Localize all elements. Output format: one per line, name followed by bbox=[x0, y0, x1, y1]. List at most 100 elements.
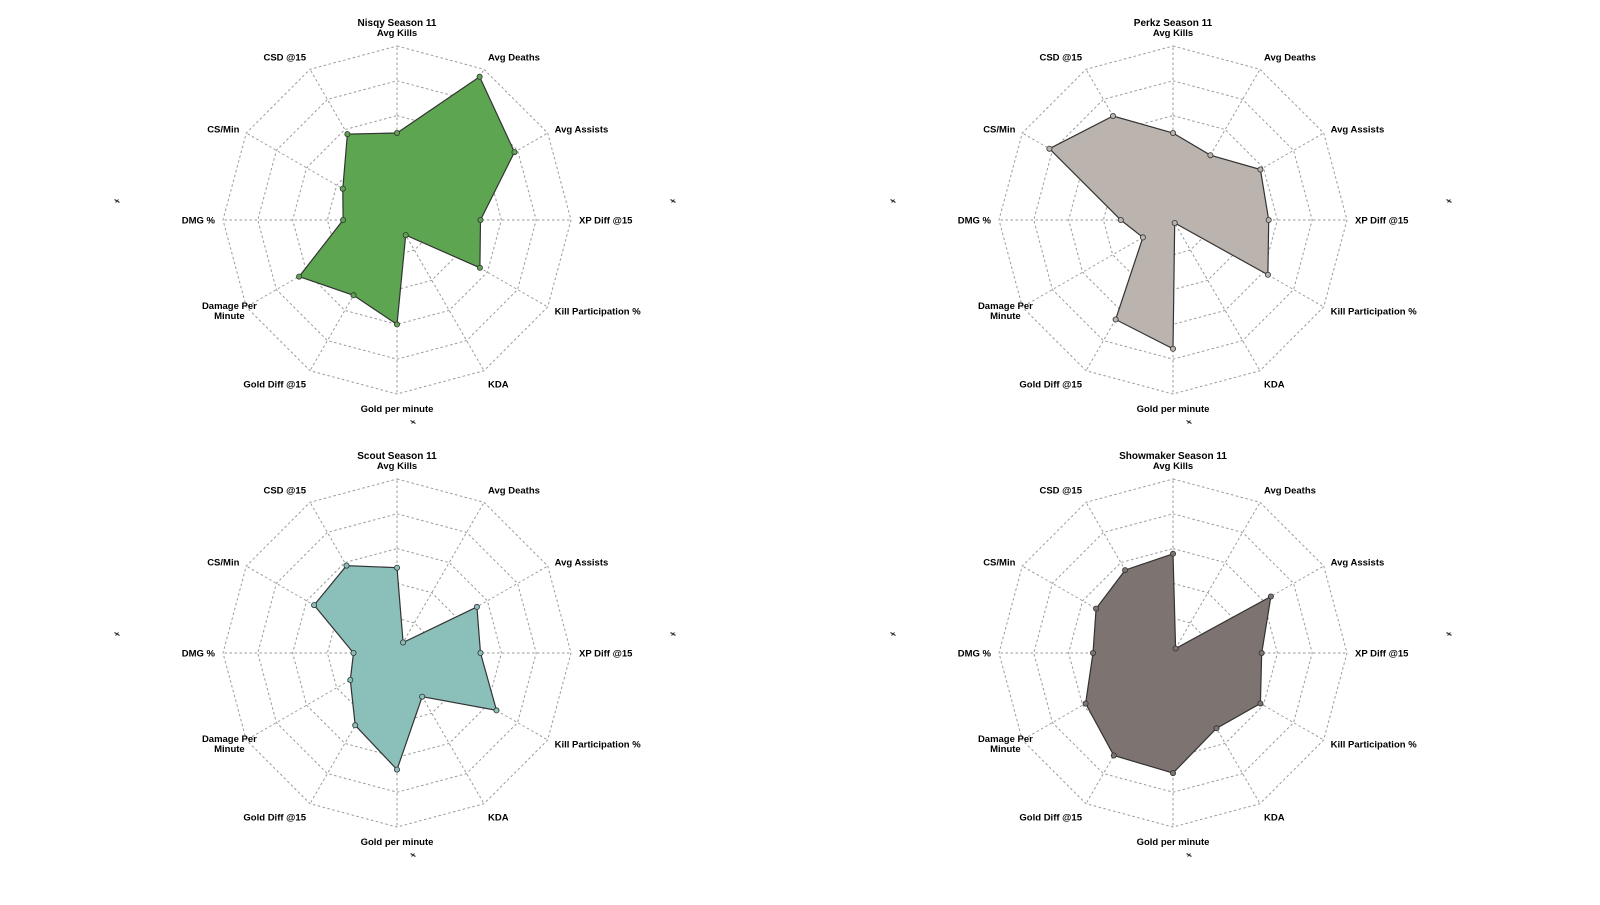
axis-label-kill-participation: Kill Participation % bbox=[1331, 740, 1418, 751]
series-area bbox=[1048, 115, 1270, 350]
axis-label-dmg: DMG % bbox=[182, 649, 216, 660]
data-point-xp-diff-15 bbox=[477, 650, 484, 657]
axis-label-kill-participation: Kill Participation % bbox=[555, 307, 642, 318]
data-point-csd-15 bbox=[343, 562, 350, 569]
data-point-gold-diff-15 bbox=[352, 722, 359, 729]
grid-ring bbox=[257, 80, 537, 360]
axis-label-xp-diff-15: XP Diff @15 bbox=[1355, 216, 1409, 227]
series-area bbox=[1084, 552, 1272, 774]
data-point-kill-participation bbox=[1257, 700, 1264, 707]
corner-marker bbox=[890, 198, 896, 204]
radar-series bbox=[1082, 550, 1274, 777]
axis-label-xp-diff-15: XP Diff @15 bbox=[1355, 649, 1409, 660]
axis-label-damage-per-minute: Damage Per Minute bbox=[202, 301, 257, 322]
data-point-avg-deaths bbox=[400, 639, 407, 646]
data-point-cs-min bbox=[1046, 145, 1053, 152]
data-point-avg-assists bbox=[1257, 166, 1264, 173]
axis-label-kill-participation: Kill Participation % bbox=[1331, 307, 1418, 318]
axis-label-dmg: DMG % bbox=[958, 649, 992, 660]
axis-spoke bbox=[309, 652, 398, 804]
axis-label-gold-per-minute: Gold per minute bbox=[361, 837, 434, 848]
chart-title: Showmaker Season 11 bbox=[1119, 451, 1227, 462]
axis-label-damage-per-minute: Damage Per Minute bbox=[978, 734, 1033, 755]
data-point-avg-kills bbox=[1170, 129, 1177, 136]
axis-label-gold-diff-15: Gold Diff @15 bbox=[1019, 813, 1082, 824]
axis-label-csd-15: CSD @15 bbox=[263, 52, 306, 63]
axis-label-gold-per-minute: Gold per minute bbox=[1137, 837, 1210, 848]
grid-ring bbox=[257, 513, 537, 793]
axis-label-avg-assists: Avg Assists bbox=[555, 558, 609, 569]
corner-marker bbox=[410, 419, 416, 425]
axis-spoke bbox=[1172, 219, 1261, 371]
data-point-dmg bbox=[1117, 216, 1124, 223]
series-area bbox=[313, 564, 498, 771]
axis-label-gold-per-minute: Gold per minute bbox=[361, 404, 434, 415]
axis-label-avg-kills: Avg Kills bbox=[377, 461, 417, 472]
grid-ring bbox=[998, 478, 1348, 828]
data-point-avg-deaths bbox=[1207, 152, 1214, 159]
axis-label-avg-kills: Avg Kills bbox=[377, 28, 417, 39]
axis-label-dmg: DMG % bbox=[958, 216, 992, 227]
data-point-avg-deaths bbox=[476, 73, 483, 80]
data-point-gold-diff-15 bbox=[350, 292, 357, 299]
axis-label-damage-per-minute: Damage Per Minute bbox=[978, 301, 1033, 322]
corner-marker bbox=[1186, 852, 1192, 858]
data-point-avg-assists bbox=[473, 603, 480, 610]
axis-label-avg-deaths: Avg Deaths bbox=[488, 485, 540, 496]
corner-marker bbox=[114, 631, 120, 637]
axis-labels: Avg Kills Avg Deaths Avg Assists XP Diff @1… bbox=[958, 28, 1417, 415]
axis-labels: Avg Kills Avg Deaths Avg Assists XP Diff @1… bbox=[182, 461, 641, 848]
corner-markers bbox=[114, 198, 676, 425]
data-point-gold-diff-15 bbox=[1112, 316, 1119, 323]
corner-marker bbox=[1186, 419, 1192, 425]
data-point-csd-15 bbox=[1122, 567, 1129, 574]
axis-label-avg-deaths: Avg Deaths bbox=[488, 52, 540, 63]
axis-label-csd-15: CSD @15 bbox=[1039, 52, 1082, 63]
axis-spoke bbox=[1172, 502, 1261, 654]
data-point-gold-diff-15 bbox=[1110, 752, 1117, 759]
corner-marker bbox=[1446, 631, 1452, 637]
data-point-kda bbox=[1213, 725, 1220, 732]
axis-label-cs-min: CS/Min bbox=[207, 558, 239, 569]
chart-title: Perkz Season 11 bbox=[1134, 18, 1213, 29]
axis-label-gold-per-minute: Gold per minute bbox=[1137, 404, 1210, 415]
corner-marker bbox=[114, 198, 120, 204]
data-point-avg-assists bbox=[511, 149, 518, 156]
data-point-damage-per-minute bbox=[1139, 234, 1146, 241]
grid-ring bbox=[222, 45, 572, 395]
axis-label-damage-per-minute: Damage Per Minute bbox=[202, 734, 257, 755]
axis-label-avg-assists: Avg Assists bbox=[555, 125, 609, 136]
axis-label-dmg: DMG % bbox=[182, 216, 216, 227]
corner-marker bbox=[890, 631, 896, 637]
data-point-dmg bbox=[1090, 650, 1097, 657]
data-point-xp-diff-15 bbox=[477, 216, 484, 223]
data-point-csd-15 bbox=[344, 131, 351, 138]
axis-label-avg-assists: Avg Assists bbox=[1331, 125, 1385, 136]
chart-title: Scout Season 11 bbox=[357, 451, 437, 462]
axis-spoke bbox=[246, 132, 398, 221]
radar-panel: Avg Kills Avg Deaths Avg Assists XP Diff @1… bbox=[114, 451, 676, 858]
axis-label-kda: KDA bbox=[488, 813, 509, 824]
corner-marker bbox=[670, 631, 676, 637]
grid-ring bbox=[998, 45, 1348, 395]
data-point-avg-deaths bbox=[1172, 645, 1179, 652]
axis-label-csd-15: CSD @15 bbox=[1039, 485, 1082, 496]
corner-marker bbox=[410, 852, 416, 858]
axis-label-xp-diff-15: XP Diff @15 bbox=[579, 649, 633, 660]
corner-marker bbox=[1446, 198, 1452, 204]
grid-ring bbox=[1068, 548, 1278, 758]
data-point-csd-15 bbox=[1110, 113, 1117, 120]
corner-marker bbox=[670, 198, 676, 204]
data-point-kda bbox=[419, 693, 426, 700]
axis-spoke bbox=[1022, 219, 1174, 308]
grid-ring bbox=[292, 115, 502, 325]
axis-label-avg-deaths: Avg Deaths bbox=[1264, 52, 1316, 63]
axis-spoke bbox=[1172, 69, 1261, 221]
radar-panel: Avg Kills Avg Deaths Avg Assists XP Diff @1… bbox=[114, 18, 676, 425]
data-point-avg-assists bbox=[1267, 593, 1274, 600]
axis-label-kda: KDA bbox=[488, 380, 509, 391]
axis-label-csd-15: CSD @15 bbox=[263, 485, 306, 496]
data-point-dmg bbox=[350, 650, 357, 657]
corner-markers bbox=[114, 631, 676, 858]
